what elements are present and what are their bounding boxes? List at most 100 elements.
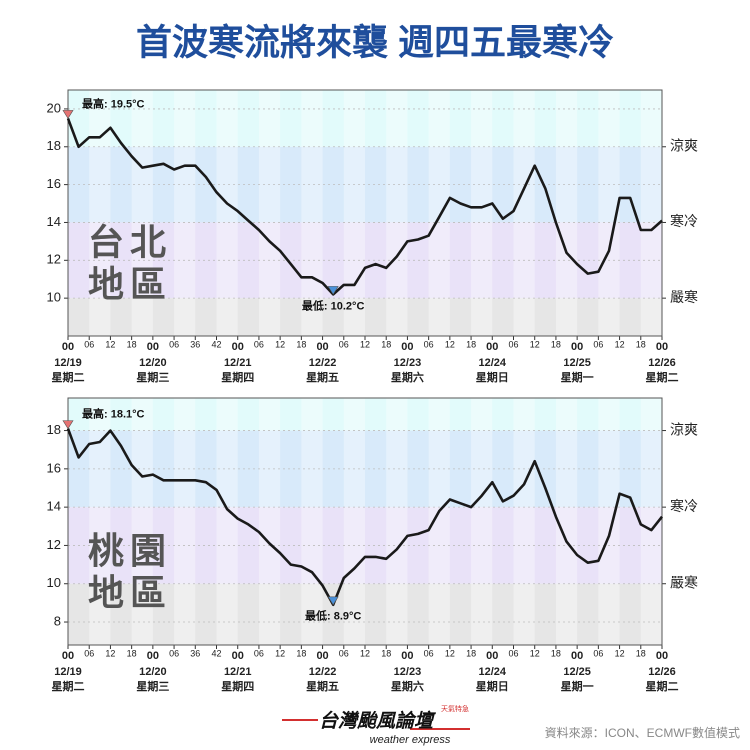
time-stripe [640,398,662,645]
time-stripe [640,90,662,336]
x-tick-label: 00 [232,341,244,353]
time-stripe [386,398,408,645]
date-label: 12/23 [394,666,422,678]
y-tick-label: 18 [47,138,61,153]
page-title: 首波寒流將來襲 週四五最寒冷 [136,22,614,63]
y-tick-label: 12 [47,252,61,267]
zone-label: 涼爽 [670,421,698,437]
x-tick-label: 06 [593,339,603,349]
x-tick-label: 36 [190,648,200,658]
x-tick-label: 18 [551,648,561,658]
y-tick-label: 10 [47,575,61,590]
annotation: 最高: 19.5°C [82,96,145,110]
time-stripe [555,90,578,336]
weekday-label: 星期一 [561,370,594,384]
x-tick-label: 06 [169,339,179,349]
station-label: 地區 [88,572,172,613]
x-tick-label: 00 [316,650,328,662]
weekday-label: 星期四 [221,370,254,384]
y-tick-label: 8 [54,613,61,628]
x-tick-label: 06 [424,339,434,349]
y-tick-label: 12 [47,537,61,552]
date-label: 12/26 [648,666,676,678]
station-label: 地區 [88,263,172,304]
x-tick-label: 06 [84,648,94,658]
date-label: 12/20 [139,357,167,369]
time-stripe [131,398,153,645]
weekday-label: 星期日 [476,370,509,384]
x-tick-label: 06 [169,648,179,658]
x-tick-label: 00 [486,341,498,353]
temperature-line [66,428,664,607]
x-tick-label: 18 [127,339,137,349]
time-stripe [513,398,535,645]
weekday-label: 星期一 [561,679,594,693]
x-tick-label: 18 [127,648,137,658]
x-tick-label: 06 [254,648,264,658]
x-tick-label: 00 [571,341,583,353]
x-tick-label: 06 [593,648,603,658]
x-tick-label: 06 [508,648,518,658]
logo-badge: 天氣特急 [441,704,469,713]
band [68,583,662,645]
logo: 台灣颱風論壇 [319,710,436,732]
x-tick-label: 00 [316,341,328,353]
x-tick-label: 00 [656,650,668,662]
x-tick-label: 00 [147,341,159,353]
weekday-label: 星期五 [306,370,339,384]
station-label: 台北 [88,221,172,262]
time-stripe [428,90,450,336]
date-label: 12/24 [479,357,507,369]
station-label: 桃園 [88,530,172,571]
time-stripe [343,398,365,645]
x-tick-label: 18 [296,648,306,658]
temperature-line [66,117,663,296]
x-tick-label: 18 [296,339,306,349]
weekday-label: 星期二 [52,679,85,693]
y-tick-label: 20 [47,100,61,115]
date-label: 12/25 [563,666,591,678]
x-tick-label: 12 [360,339,370,349]
date-label: 12/25 [563,357,591,369]
x-tick-label: 12 [530,648,540,658]
date-label: 12/26 [648,357,676,369]
date-label: 12/21 [224,666,252,678]
y-tick-label: 10 [47,290,61,305]
x-tick-label: 42 [211,339,221,349]
y-tick-label: 14 [47,214,61,229]
x-tick-label: 00 [62,341,74,353]
x-tick-label: 06 [339,339,349,349]
x-tick-label: 18 [466,339,476,349]
date-label: 12/19 [54,357,82,369]
x-tick-label: 42 [211,648,221,658]
x-tick-label: 12 [105,339,115,349]
band [68,398,662,431]
x-tick-label: 00 [571,650,583,662]
date-label: 12/23 [394,357,422,369]
x-tick-label: 18 [551,339,561,349]
x-tick-label: 18 [636,339,646,349]
x-tick-label: 12 [105,648,115,658]
x-tick-label: 00 [232,650,244,662]
annotation: 最低: 10.2°C [302,298,365,312]
time-stripe [258,90,281,336]
weekday-label: 星期六 [391,679,424,693]
x-tick-label: 06 [339,648,349,658]
x-tick-label: 06 [84,339,94,349]
time-stripe [216,90,238,336]
logo-subtitle: weather express [370,734,451,746]
x-tick-label: 00 [486,650,498,662]
annotation: 最高: 18.1°C [82,407,145,421]
zone-label: 寒冷 [670,213,698,229]
y-tick-label: 16 [47,176,61,191]
extreme-marker [327,286,339,295]
weekday-label: 星期二 [52,370,85,384]
time-stripe [174,90,196,336]
zone-label: 寒冷 [670,498,698,514]
plot-frame [67,397,663,646]
time-stripe [471,398,493,645]
y-tick-label: 14 [47,499,61,514]
time-stripe [131,90,153,336]
